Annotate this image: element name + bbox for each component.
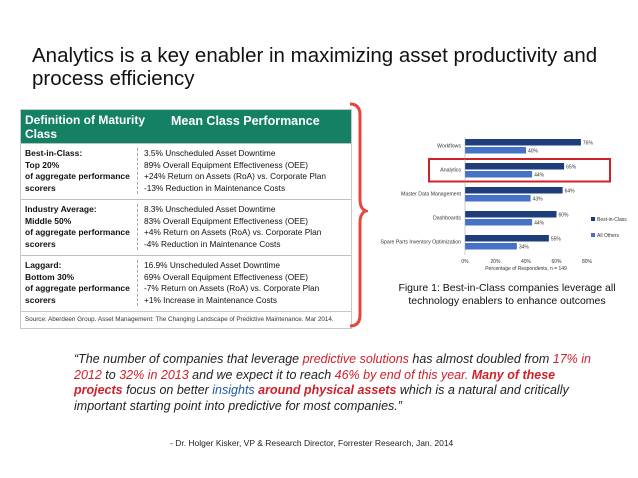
row-value: 83% Overall Equipment Effectiveness (OEE… [144, 215, 309, 226]
row-label-line: of aggregate performance scorers [25, 283, 130, 305]
table-row: Industry Average: Middle 50% of aggregat… [21, 199, 351, 255]
category-label: Workflows [437, 144, 461, 150]
row-label-line: Top 20% [25, 159, 60, 170]
forrester-quote: “The number of companies that leverage p… [74, 352, 594, 414]
row-value: 89% Overall Equipment Effectiveness (OEE… [144, 159, 309, 170]
data-label: 34% [519, 245, 530, 251]
row-label-line: Middle 50% [25, 215, 72, 226]
quote-segment: insights [212, 383, 255, 397]
legend-entry: All Others [597, 233, 619, 239]
row-values: 3.5% Unscheduled Asset Downtime 89% Over… [137, 148, 351, 194]
data-label: 76% [583, 141, 594, 147]
legend-swatch [591, 217, 595, 221]
category-label: Analytics [440, 168, 461, 174]
x-tick-label: 60% [551, 259, 562, 265]
table-source: Source: Aberdeen Group. Asset Management… [21, 311, 351, 328]
row-label: Best-in-Class: Top 20% of aggregate perf… [21, 148, 137, 194]
bar [465, 195, 531, 202]
table-header: Definition of Maturity Class Mean Class … [21, 110, 351, 143]
x-tick-label: 80% [582, 259, 593, 265]
data-label: 64% [565, 189, 576, 195]
row-value: +24% Return on Assets (RoA) vs. Corporat… [144, 171, 326, 181]
row-label-line: of aggregate performance scorers [25, 171, 130, 193]
legend-swatch [591, 233, 595, 237]
row-value: 69% Overall Equipment Effectiveness (OEE… [144, 271, 309, 282]
row-value: -7% Return on Assets (RoA) vs. Corporate… [144, 283, 320, 293]
row-value: 16.9% Unscheduled Asset Downtime [144, 260, 281, 270]
x-axis-label: Percentage of Respondents, n = 149 [485, 266, 567, 272]
x-tick-label: 40% [521, 259, 532, 265]
row-value: +4% Return on Assets (RoA) vs. Corporate… [144, 227, 322, 237]
bar-chart: Workflows 76% 40% Analytics 65% 44% Master Dat… [381, 137, 627, 272]
bar [465, 147, 526, 154]
data-label: 60% [559, 213, 570, 219]
bracket-path [349, 102, 368, 328]
row-values: 8.3% Unscheduled Asset Downtime 83% Over… [137, 204, 351, 250]
quote-segment: has almost doubled from [408, 352, 553, 366]
row-value: 3.5% Unscheduled Asset Downtime [144, 148, 276, 158]
bar [465, 243, 517, 250]
maturity-table: Definition of Maturity Class Mean Class … [20, 109, 352, 329]
highlight-box [428, 158, 611, 183]
row-values: 16.9% Unscheduled Asset Downtime 69% Ove… [137, 260, 351, 306]
bar [465, 187, 563, 194]
table-row: Laggard: Bottom 30% of aggregate perform… [21, 255, 351, 311]
bar [465, 219, 533, 226]
data-label: 40% [528, 149, 539, 155]
bar [465, 163, 565, 170]
row-label-line: Bottom 30% [25, 271, 75, 282]
quote-segment: and we expect it to reach [188, 367, 335, 382]
table-row: Best-in-Class: Top 20% of aggregate perf… [21, 143, 351, 199]
x-tick-label: 0% [461, 259, 469, 265]
row-value: 8.3% Unscheduled Asset Downtime [144, 204, 276, 214]
quote-segment: “The number of companies that leverage [74, 352, 303, 366]
row-label: Laggard: Bottom 30% of aggregate perform… [21, 260, 137, 306]
quote-attribution: - Dr. Holger Kisker, VP & Research Direc… [170, 438, 454, 448]
quote-segment: 17% in 2012 [74, 352, 591, 382]
category-label: Master Data Management [401, 192, 462, 198]
bar [465, 235, 549, 242]
bar [465, 139, 581, 146]
row-label: Industry Average: Middle 50% of aggregat… [21, 204, 137, 250]
x-tick-label: 20% [490, 259, 501, 265]
row-value: -4% Reduction in Maintenance Costs [144, 238, 281, 249]
header-performance: Mean Class Performance [171, 114, 320, 128]
bar [465, 211, 557, 218]
row-value: -13% Reduction in Maintenance Costs [144, 182, 286, 193]
row-label-line: Best-in-Class: [25, 148, 83, 158]
data-label: 44% [534, 221, 545, 227]
quote-segment: which is a natural and critically import… [74, 383, 569, 413]
bar [465, 171, 533, 178]
row-label-line: of aggregate performance scorers [25, 227, 130, 249]
quote-segment: 46% by end of this year. [334, 367, 469, 382]
quote-segment: focus on better [122, 383, 213, 397]
data-label: 43% [533, 197, 544, 203]
quote-segment: around physical assets [258, 383, 397, 397]
legend-entry: Best-in-Class [597, 217, 627, 223]
category-label: Spare Parts Inventory Optimization [381, 240, 462, 246]
data-label: 55% [551, 237, 562, 243]
slide-title: Analytics is a key enabler in maximizing… [32, 44, 598, 90]
bracket-connector [349, 102, 368, 328]
figure-caption: Figure 1: Best-in-Class companies levera… [398, 282, 616, 307]
row-label-line: Laggard: [25, 260, 62, 270]
quote-segment: to [101, 367, 120, 382]
quote-segment: Many of these projects [74, 367, 556, 398]
quote-segment: 32% in 2013 [119, 367, 189, 382]
category-label: Dashboards [433, 216, 461, 222]
data-label: 44% [534, 173, 545, 179]
quote-segment: predictive solutions [302, 352, 409, 366]
header-definition: Definition of Maturity Class [25, 113, 145, 141]
row-label-line: Industry Average: [25, 204, 97, 214]
data-label: 65% [566, 165, 577, 171]
row-value: +1% Increase in Maintenance Costs [144, 294, 278, 305]
